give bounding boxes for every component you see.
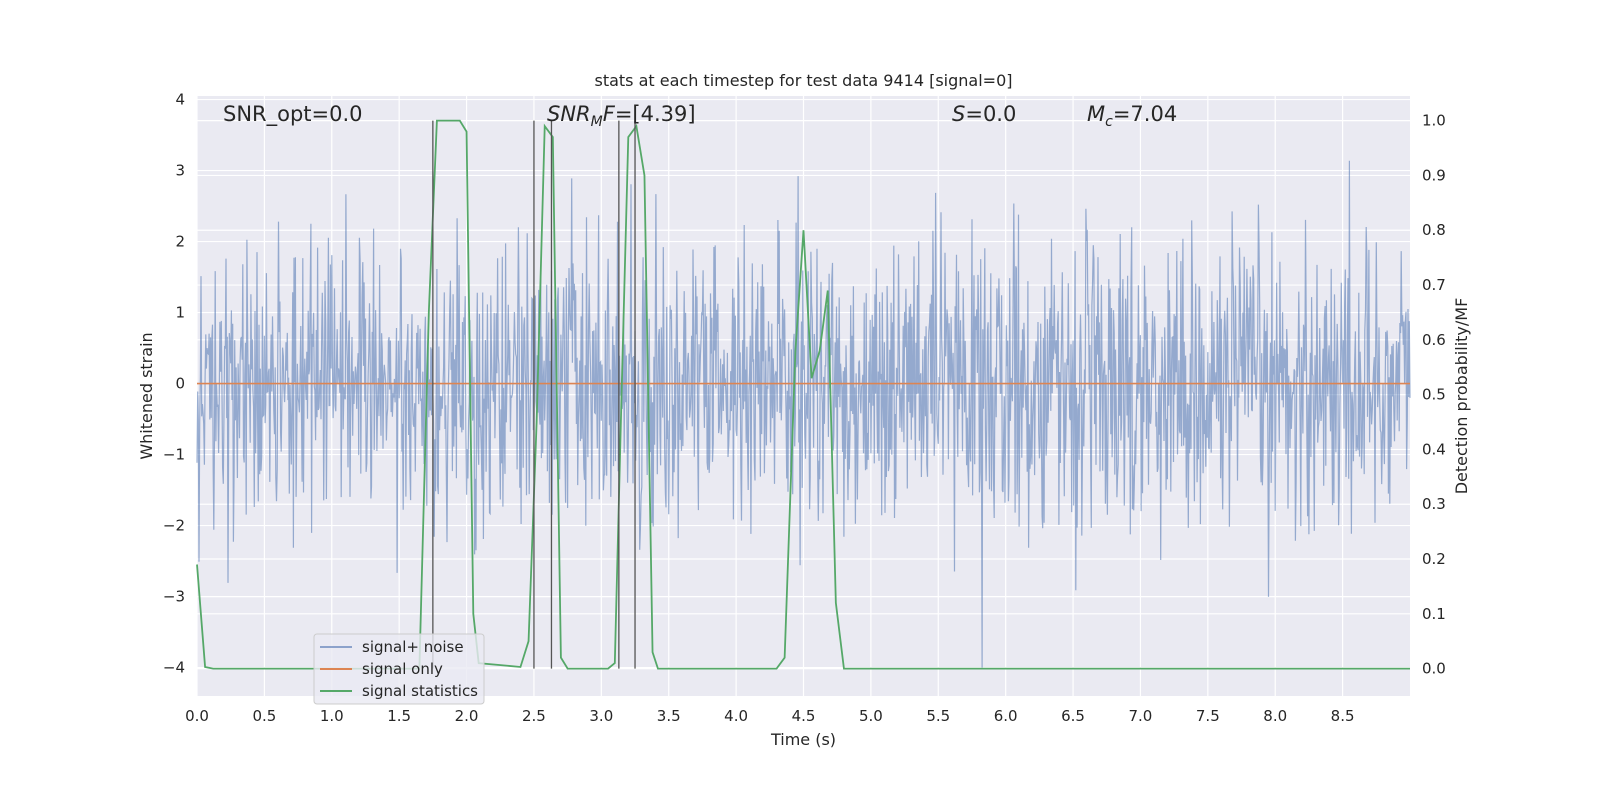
- y2-tick-label: 0.5: [1422, 386, 1446, 404]
- y-tick-label: −1: [163, 446, 185, 464]
- x-tick-label: 2.0: [455, 707, 479, 725]
- y2-tick-label: 0.2: [1422, 550, 1446, 568]
- x-tick-label: 1.0: [320, 707, 344, 725]
- x-tick-label: 4.5: [792, 707, 816, 725]
- x-tick-label: 5.0: [859, 707, 883, 725]
- y-tick-label: −2: [163, 517, 185, 535]
- x-tick-label: 5.5: [926, 707, 950, 725]
- series-signal-noise: [196, 160, 1411, 668]
- series-signal-statistics: [196, 119, 1410, 670]
- mc-base: M: [1087, 102, 1105, 126]
- legend: signal+ noise signal only signal statist…: [313, 633, 485, 705]
- axis-ticks: 0.0 0.5 1.0 1.5 2.0 2.5 3.0 3.5 4.0 4.5 5.0 5.5 6.0 6…: [163, 91, 1446, 725]
- y2-tick-label: 0.3: [1422, 495, 1446, 513]
- legend-label-signal-noise: signal+ noise: [362, 638, 464, 656]
- y2-tick-label: 0.1: [1422, 605, 1446, 623]
- snr-mf-base: SNR: [547, 102, 591, 126]
- y2-tick-label: 0.8: [1422, 221, 1446, 239]
- y2-tick-label: 0.6: [1422, 331, 1446, 349]
- y-tick-label: 3: [175, 162, 185, 180]
- x-tick-label: 6.5: [1061, 707, 1085, 725]
- y2-tick-label: 1.0: [1422, 112, 1446, 130]
- y-tick-label: 0: [175, 375, 185, 393]
- y-tick-label: 1: [175, 304, 185, 322]
- annotation-snr-mf: SNRMF=[4.39]: [547, 102, 696, 130]
- y-axis-label: Whitened strain: [137, 332, 156, 459]
- chart-title: stats at each timestep for test data 941…: [594, 71, 1012, 90]
- legend-label-signal-only: signal only: [362, 660, 443, 678]
- s-value: =0.0: [965, 102, 1016, 126]
- x-tick-label: 0.5: [252, 707, 276, 725]
- signal-statistics-line: [196, 119, 1410, 670]
- snr-mf-sub: M: [591, 114, 603, 130]
- y-tick-label: 2: [175, 233, 185, 251]
- y2-tick-label: 0.7: [1422, 276, 1446, 294]
- annotation-mc: Mc=7.04: [1087, 102, 1177, 130]
- y-tick-label: −3: [163, 588, 185, 606]
- annotation-s: S=0.0: [952, 102, 1016, 126]
- snr-mf-mid: F: [603, 102, 616, 126]
- legend-box: [313, 633, 485, 705]
- x-tick-label: 8.0: [1263, 707, 1287, 725]
- x-tick-label: 3.0: [589, 707, 613, 725]
- legend-label-signal-statistics: signal statistics: [362, 682, 478, 700]
- x-tick-label: 2.5: [522, 707, 546, 725]
- y2-axis-label: Detection probability/MF: [1452, 298, 1471, 495]
- y2-tick-label: 0.9: [1422, 166, 1446, 184]
- y2-tick-label: 0.4: [1422, 440, 1446, 458]
- x-tick-label: 3.5: [657, 707, 681, 725]
- y-tick-label: −4: [163, 659, 185, 677]
- y2-tick-label: 0.0: [1422, 660, 1446, 678]
- mc-sub: c: [1105, 114, 1113, 130]
- x-tick-label: 8.5: [1331, 707, 1355, 725]
- x-tick-label: 7.5: [1196, 707, 1220, 725]
- s-symbol: S: [952, 102, 965, 126]
- mc-value: =7.04: [1113, 102, 1177, 126]
- x-tick-label: 6.0: [994, 707, 1018, 725]
- x-tick-label: 4.0: [724, 707, 748, 725]
- x-tick-label: 7.0: [1129, 707, 1153, 725]
- y-tick-label: 4: [175, 91, 185, 109]
- x-axis-label: Time (s): [770, 730, 836, 749]
- snr-mf-value: =[4.39]: [615, 102, 696, 126]
- annotation-snr-opt: SNR_opt=0.0: [223, 102, 363, 127]
- x-tick-label: 0.0: [185, 707, 209, 725]
- x-tick-label: 1.5: [387, 707, 411, 725]
- detection-markers: [432, 120, 636, 669]
- signal-noise-line: [196, 160, 1411, 668]
